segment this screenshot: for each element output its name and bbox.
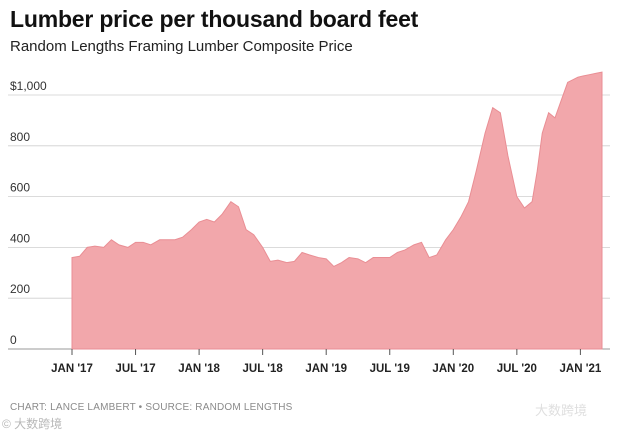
y-tick-label: 800 (10, 130, 30, 144)
x-tick-label: JAN '19 (305, 363, 347, 375)
x-tick-label: JAN '17 (51, 363, 93, 375)
x-tick-label: JUL '18 (243, 363, 284, 375)
x-tick-label: JAN '18 (178, 363, 220, 375)
chart-subtitle: Random Lengths Framing Lumber Composite … (10, 38, 353, 55)
x-tick-label: JUL '20 (497, 363, 537, 375)
source-credit: CHART: LANCE LAMBERT • SOURCE: RANDOM LE… (10, 402, 293, 413)
y-tick-label: 600 (10, 181, 30, 195)
chart-title: Lumber price per thousand board feet (10, 6, 419, 32)
x-tick-label: JUL '17 (115, 363, 155, 375)
x-tick-label: JUL '19 (370, 363, 410, 375)
price-area (71, 71, 603, 350)
x-tick-label: JAN '21 (560, 363, 602, 375)
price-area-series (71, 71, 603, 350)
x-tick-label: JAN '20 (432, 363, 474, 375)
watermark-overlay: 大数跨境 (535, 403, 588, 418)
y-tick-label: 200 (10, 282, 30, 296)
x-axis-ticks: JAN '17 JUL '17 JAN '18 JUL '18 JAN '19 JUL '… (51, 349, 602, 375)
y-axis-ticks: 0 200 400 600 800 $1,000 (10, 79, 47, 347)
watermark-text: © 大数跨境 (2, 417, 63, 431)
y-tick-label: 0 (10, 333, 17, 347)
y-tick-label: 400 (10, 231, 30, 245)
y-tick-label: $1,000 (10, 79, 47, 93)
